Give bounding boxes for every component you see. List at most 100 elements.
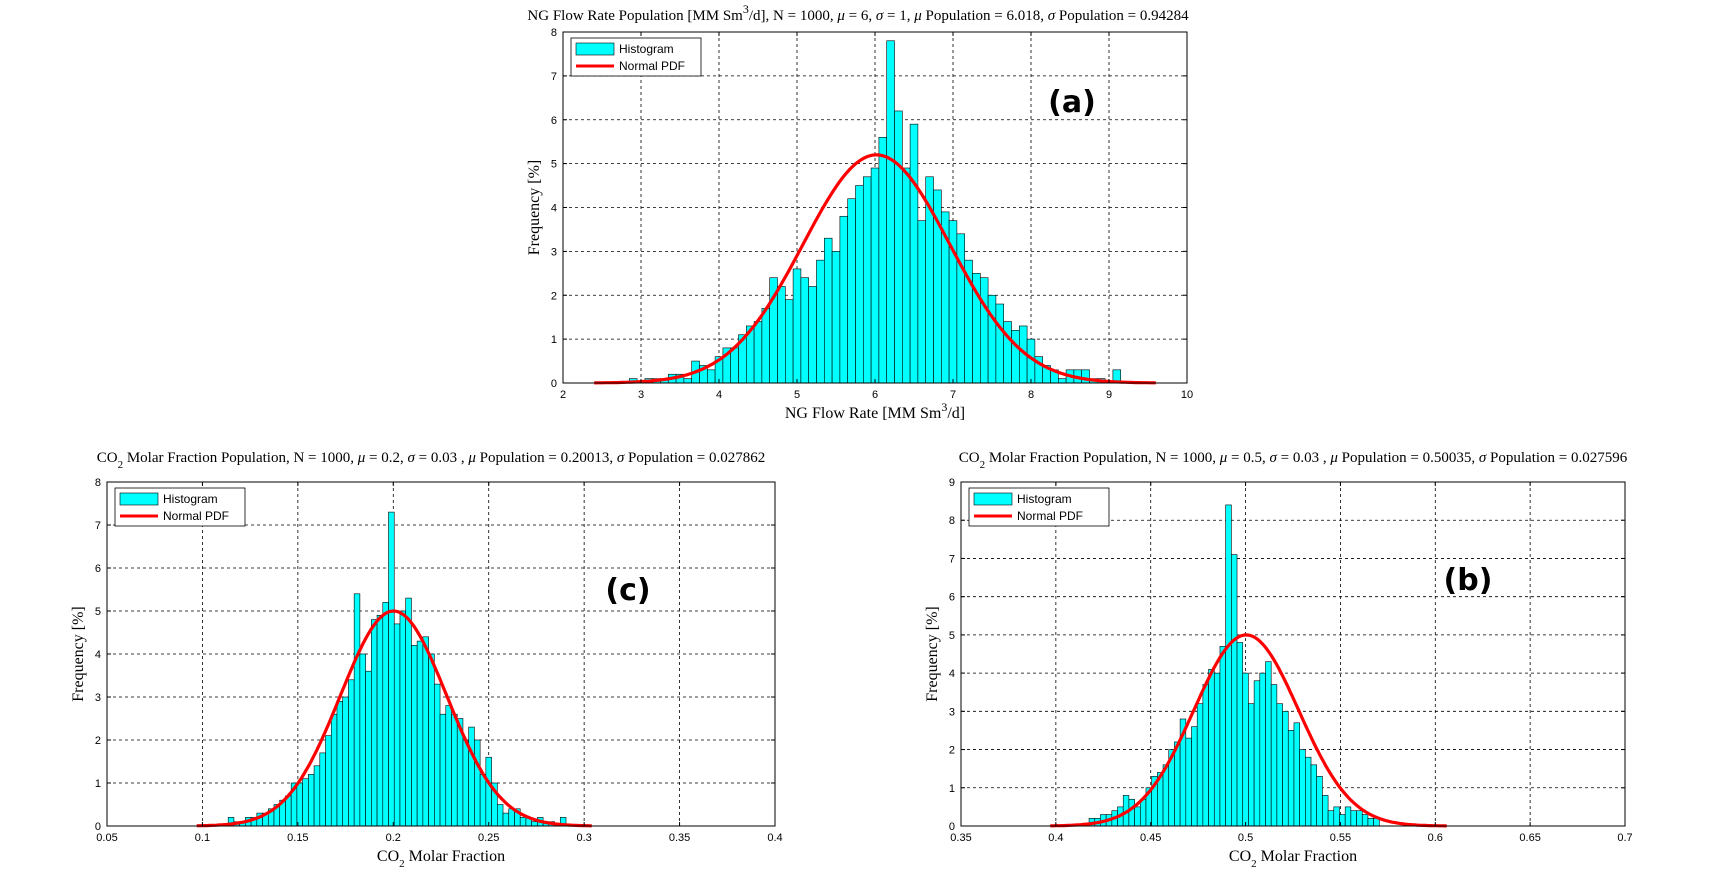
histogram-bar <box>359 653 366 827</box>
histogram-bar <box>353 593 361 827</box>
histogram-bar <box>313 765 321 827</box>
histogram-bar <box>1219 646 1226 827</box>
y-tick-label: 8 <box>949 515 955 527</box>
legend: Histogram Normal PDF <box>968 487 1110 527</box>
histogram-bar <box>1287 730 1295 827</box>
histogram-bar <box>285 795 292 827</box>
histogram-bar <box>1213 672 1221 827</box>
histogram-bar <box>388 511 395 827</box>
x-tick-label: 10 <box>1181 389 1193 401</box>
histogram-bar <box>1344 806 1352 827</box>
histogram-bar <box>1011 330 1020 384</box>
x-tick-label: 0.4 <box>1048 832 1063 844</box>
histogram-bar <box>1162 764 1170 827</box>
x-tick-label: 0.7 <box>1617 832 1632 844</box>
legend-histogram-label: Histogram <box>1017 492 1072 506</box>
y-tick-label: 4 <box>95 649 101 661</box>
histogram-bar <box>428 653 435 827</box>
histogram-bar <box>1134 806 1141 827</box>
y-tick-label: 8 <box>551 27 557 39</box>
x-axis-label: CO2 Molar Fraction <box>377 848 505 870</box>
histogram-bar <box>1316 776 1323 827</box>
histogram-bar <box>1208 668 1215 827</box>
histogram-bar <box>439 713 447 827</box>
histogram-bar <box>462 739 469 827</box>
histogram-bar <box>800 277 810 384</box>
histogram-bar <box>862 176 872 384</box>
histogram-bar <box>1322 795 1329 827</box>
histogram-bar <box>1327 810 1335 827</box>
histogram-bar <box>777 286 786 384</box>
histogram-bar <box>831 251 841 384</box>
histogram-bar <box>855 185 864 384</box>
histogram-bar <box>1185 737 1192 827</box>
y-tick-label: 7 <box>551 71 557 83</box>
histogram-bar <box>1174 741 1181 827</box>
y-tick-label: 3 <box>949 706 955 718</box>
histogram-bar <box>348 679 355 827</box>
histogram-bar <box>497 804 504 827</box>
histogram-bar <box>1361 814 1369 827</box>
histogram-bar <box>416 640 424 827</box>
histogram-bar <box>730 347 739 384</box>
histogram-bar <box>371 619 378 827</box>
histogram-bar <box>1191 726 1198 827</box>
histogram-bar <box>1231 554 1238 827</box>
y-tick-label: 5 <box>949 630 955 642</box>
x-tick-label: 3 <box>638 389 644 401</box>
x-tick-label: 7 <box>950 389 956 401</box>
y-axis-label: Frequency [%] <box>924 606 941 702</box>
y-tick-label: 1 <box>551 334 557 346</box>
histogram-bar <box>894 110 903 384</box>
histogram-bar <box>531 821 538 827</box>
histogram-bar <box>434 683 441 827</box>
chart-title: CO2 Molar Fraction Population, N = 1000,… <box>959 450 1628 471</box>
y-tick-label: 0 <box>95 821 101 833</box>
y-tick-label: 9 <box>949 477 955 489</box>
histogram-bar <box>839 215 849 384</box>
histogram-bar <box>1236 642 1244 827</box>
x-tick-label: 6 <box>872 389 878 401</box>
histogram-bar <box>753 321 763 384</box>
histogram-bar <box>479 774 487 827</box>
y-tick-label: 6 <box>949 592 955 604</box>
histogram-bar <box>956 233 966 384</box>
y-tick-label: 1 <box>949 783 955 795</box>
x-tick-label: 0.35 <box>669 832 690 844</box>
histogram-bar <box>784 299 794 384</box>
x-tick-label: 0.1 <box>195 832 210 844</box>
histogram-bar <box>1282 711 1289 827</box>
legend-pdf-label: Normal PDF <box>163 509 229 523</box>
histogram-bar <box>1259 672 1266 827</box>
histogram-bar <box>870 167 880 384</box>
histogram-bar <box>1333 806 1340 827</box>
y-tick-label: 4 <box>551 203 557 215</box>
legend-histogram-swatch <box>973 492 1013 506</box>
chart-panel-c: CO2 Molar Fraction Population, N = 1000,… <box>70 450 783 870</box>
chart-panel-b: CO2 Molar Fraction Population, N = 1000,… <box>924 450 1633 870</box>
y-tick-label: 5 <box>95 606 101 618</box>
y-tick-label: 3 <box>95 692 101 704</box>
histogram-bar <box>1293 722 1300 827</box>
legend-pdf-label: Normal PDF <box>1017 509 1083 523</box>
y-tick-label: 6 <box>95 563 101 575</box>
histogram-bar <box>405 597 412 827</box>
histogram-bar <box>365 670 372 827</box>
chart-title: CO2 Molar Fraction Population, N = 1000,… <box>97 450 766 471</box>
legend-histogram-label: Histogram <box>163 492 218 506</box>
x-tick-label: 0.3 <box>576 832 591 844</box>
y-tick-label: 2 <box>949 745 955 757</box>
histogram-bar <box>1202 684 1209 827</box>
y-tick-label: 5 <box>551 159 557 171</box>
y-tick-label: 4 <box>949 668 955 680</box>
histogram-bar <box>319 752 326 827</box>
histogram-bar <box>485 756 492 827</box>
y-axis-label: Frequency [%] <box>70 606 87 702</box>
x-tick-label: 0.55 <box>1330 832 1351 844</box>
x-tick-label: 0.65 <box>1519 832 1540 844</box>
y-tick-label: 2 <box>95 735 101 747</box>
x-tick-label: 0.4 <box>767 832 782 844</box>
histogram-bar <box>995 303 1005 384</box>
x-tick-label: 2 <box>560 389 566 401</box>
